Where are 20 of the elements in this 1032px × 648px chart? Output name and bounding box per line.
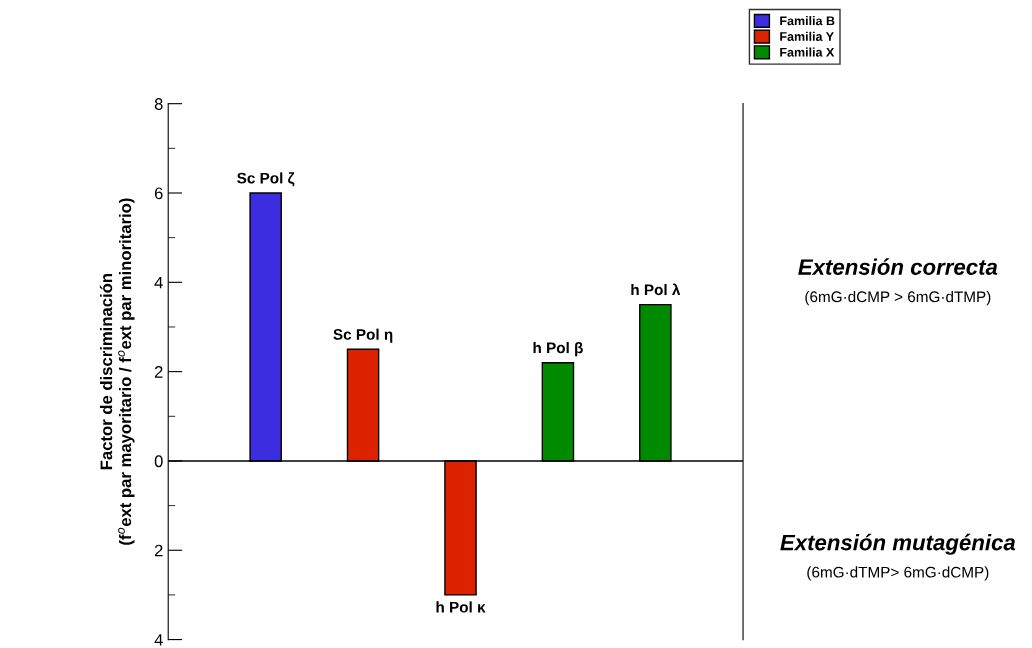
legend-label: Familia Y xyxy=(780,31,834,41)
x-tick-label: h Pol κ xyxy=(436,601,486,613)
x-tick-label: Sc Pol ζ xyxy=(237,172,295,187)
y-tick-label: 6 xyxy=(154,187,163,200)
legend-label: Familia B xyxy=(780,16,835,26)
y-tick-label: 2 xyxy=(154,544,163,557)
y-tick-label: 8 xyxy=(154,98,163,110)
y-tick-label: 2 xyxy=(154,366,163,378)
text: (6mG·dCMP > 6mG·dTMP) xyxy=(805,290,991,306)
x-tick-label: h Pol β xyxy=(533,342,583,357)
y-tick-label: 4 xyxy=(154,276,163,289)
x-tick-label: h Pol λ xyxy=(631,283,681,296)
y-tick-label: 4 xyxy=(154,634,163,646)
text: (6mG·dTMP> 6mG·dCMP) xyxy=(807,566,989,581)
y-tick-label: 0 xyxy=(154,455,163,468)
text: Factor de discriminación (f$^{o}$ext par mayoritario / f$^{o}$ext par minoritario) xyxy=(99,198,135,545)
text: Extensión mutagénica xyxy=(780,533,1016,555)
text: Extensión correcta xyxy=(798,258,998,275)
legend-label: Familia X xyxy=(780,47,835,57)
x-tick-label: Sc Pol η xyxy=(333,328,393,343)
